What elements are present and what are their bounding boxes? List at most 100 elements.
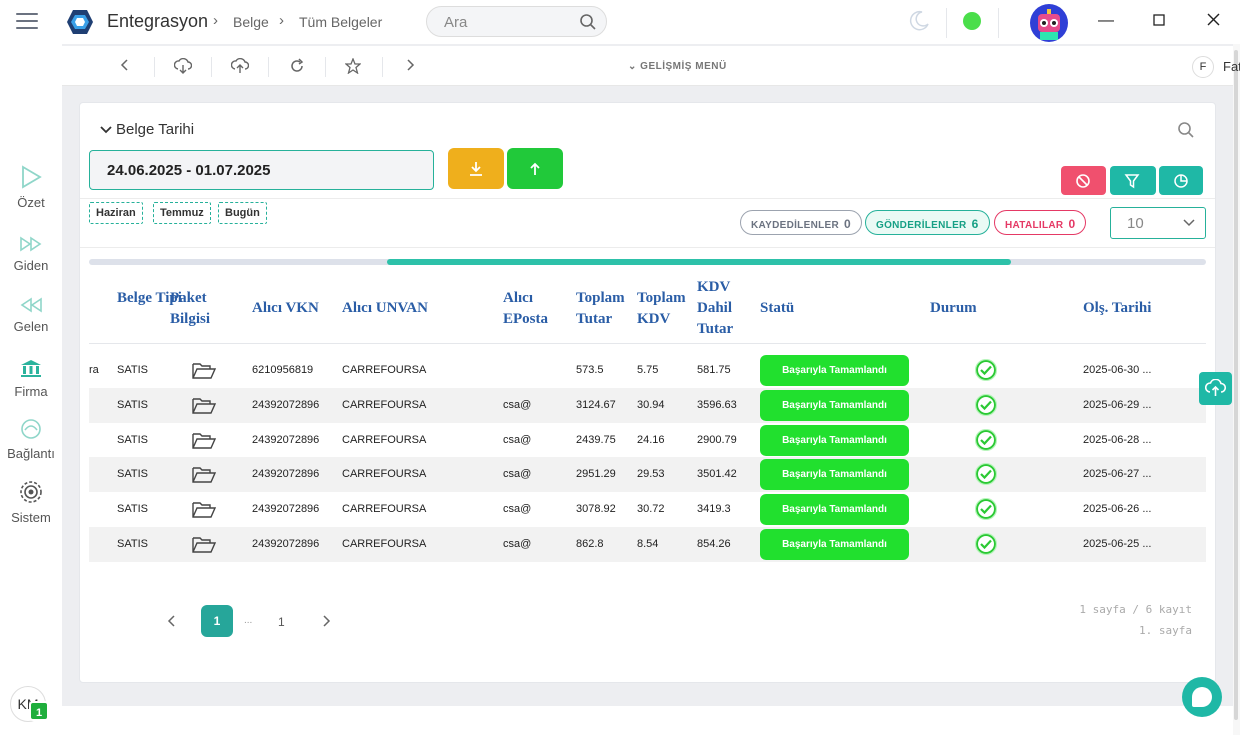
divider	[80, 247, 1215, 248]
upload-button[interactable]	[507, 148, 563, 189]
sidebar-item-baglanti[interactable]: Bağlantı	[0, 418, 62, 461]
error-counter[interactable]: HATALILAR 0	[994, 210, 1087, 235]
sidebar-item-giden[interactable]: Giden	[0, 236, 62, 273]
header-statu[interactable]: Statü	[760, 300, 795, 316]
date-filter-toggle[interactable]: Belge Tarihi	[100, 121, 194, 138]
status-badge[interactable]: Başarıyla Tamamlandı	[760, 494, 909, 526]
document-type-badge: F	[1192, 56, 1214, 78]
search-icon[interactable]	[579, 13, 597, 31]
header-toplam-tutar[interactable]: Toplam Tutar	[576, 290, 625, 327]
clear-filter-button[interactable]	[1061, 166, 1106, 195]
advanced-menu-toggle[interactable]: ⌄ GELİŞMİŞ MENÜ	[628, 61, 727, 72]
divider	[325, 57, 326, 77]
minimize-button[interactable]: —	[1098, 12, 1114, 29]
hamburger-menu-icon[interactable]	[16, 13, 38, 29]
divider	[998, 8, 999, 38]
header-paket-bilgisi[interactable]: Paket Bilgisi	[170, 290, 211, 327]
download-button[interactable]	[448, 148, 504, 189]
sidebar-item-sistem[interactable]: Sistem	[0, 480, 62, 525]
quick-filter-temmuz[interactable]: Temmuz	[153, 202, 211, 224]
pagination-info-records: 1 sayfa / 6 kayıt	[1079, 603, 1192, 616]
cell-toplam-tutar: 2439.75	[576, 433, 616, 446]
rewind-icon	[20, 297, 42, 313]
folder-open-icon[interactable]	[192, 501, 216, 519]
status-badge[interactable]: Başarıyla Tamamlandı	[760, 424, 909, 456]
cell-alici-eposta: csa@	[503, 468, 532, 481]
sidebar-item-ozet[interactable]: Özet	[0, 165, 62, 210]
date-range-input[interactable]: 24.06.2025 - 01.07.2025	[89, 150, 434, 190]
breadcrumb-tum-belgeler[interactable]: Tüm Belgeler	[299, 14, 383, 30]
breadcrumb-belge[interactable]: Belge	[233, 14, 269, 30]
cell-ols-tarihi: 2025-06-30 ...	[1083, 364, 1152, 376]
cloud-download-icon[interactable]	[174, 58, 192, 74]
header-alici-eposta[interactable]: Alıcı EPosta	[503, 290, 548, 327]
header-durum[interactable]: Durum	[930, 300, 977, 316]
app-logo-icon	[67, 10, 93, 34]
status-badge[interactable]: Başarıyla Tamamlandı	[760, 389, 909, 421]
next-page-icon[interactable]	[321, 615, 331, 627]
chat-button[interactable]	[1182, 677, 1222, 717]
cell-alici-eposta: csa@	[503, 398, 532, 411]
saved-counter-label: KAYDEDİLENLER	[751, 220, 839, 231]
page-button-last[interactable]: 1	[278, 615, 285, 629]
sidebar-item-gelen[interactable]: Gelen	[0, 297, 62, 334]
folder-open-icon[interactable]	[192, 536, 216, 554]
folder-open-icon[interactable]	[192, 397, 216, 415]
dark-mode-moon-icon[interactable]	[908, 10, 930, 32]
header-ols-tarihi[interactable]: Olş. Tarihi	[1083, 300, 1152, 316]
cloud-upload-icon[interactable]	[231, 58, 249, 74]
header-kdv-dahil-tutar[interactable]: KDV Dahil Tutar	[697, 279, 734, 337]
check-circle-icon	[975, 498, 997, 521]
header-belge-tipi[interactable]: Belge Tipi	[117, 290, 182, 306]
vertical-scrollbar-thumb[interactable]	[1234, 50, 1238, 720]
chevron-left-icon[interactable]	[120, 58, 130, 72]
search-icon[interactable]	[1177, 121, 1195, 139]
table-row[interactable]: SATIS 24392072896 CARREFOURSA csa@ 3078.92 30…	[89, 492, 1206, 527]
sidebar-item-label: Bağlantı	[7, 446, 55, 461]
cell-toplam-tutar: 3124.67	[576, 398, 616, 411]
status-badge[interactable]: Başarıyla Tamamlandı	[760, 459, 909, 491]
cell-belge-tipi: SATIS	[117, 398, 148, 411]
quick-filter-bugun[interactable]: Bugün	[218, 202, 267, 224]
cell-kdv-dahil-tutar: 3419.3	[697, 503, 731, 516]
folder-open-icon[interactable]	[192, 362, 216, 380]
robot-avatar[interactable]	[1030, 4, 1068, 42]
page-size-select[interactable]: 10	[1110, 207, 1206, 239]
page-button-current[interactable]: 1	[201, 605, 233, 637]
folder-open-icon[interactable]	[192, 466, 216, 484]
document-type-label[interactable]: Fatura	[1223, 59, 1240, 74]
star-icon[interactable]	[345, 58, 361, 74]
chevron-right-icon[interactable]	[405, 58, 415, 72]
chevron-down-icon	[100, 126, 112, 134]
close-button[interactable]	[1207, 13, 1220, 31]
status-badge[interactable]: Başarıyla Tamamlandı	[760, 355, 909, 386]
quick-filter-haziran[interactable]: Haziran	[89, 202, 143, 224]
prev-page-icon[interactable]	[167, 615, 177, 627]
refresh-icon[interactable]	[289, 58, 305, 74]
chart-button[interactable]	[1159, 166, 1203, 195]
header-alici-vkn[interactable]: Alıcı VKN	[252, 300, 319, 316]
cell-belge-tipi: SATIS	[117, 364, 148, 376]
advanced-menu-label: GELİŞMİŞ MENÜ	[640, 61, 727, 72]
folder-open-icon[interactable]	[192, 432, 216, 450]
status-badge[interactable]: Başarıyla Tamamlandı	[760, 529, 909, 560]
floating-upload-button[interactable]	[1199, 372, 1232, 405]
table-row[interactable]: SATIS 24392072896 CARREFOURSA csa@ 3124.67 30…	[89, 387, 1206, 423]
header-toplam-kdv[interactable]: Toplam KDV	[637, 290, 686, 327]
cell-toplam-tutar: 2951.29	[576, 468, 616, 481]
table-row[interactable]: ra SATIS 6210956819 CARREFOURSA 573.5 5.75 581…	[89, 353, 1206, 388]
saved-counter[interactable]: KAYDEDİLENLER 0	[740, 210, 862, 235]
check-circle-icon	[975, 533, 997, 555]
maximize-button[interactable]	[1153, 13, 1165, 31]
cell-alici-unvan: CARREFOURSA	[342, 433, 427, 446]
horizontal-scrollbar-thumb[interactable]	[387, 259, 1011, 265]
filter-button[interactable]	[1110, 166, 1156, 195]
sent-counter[interactable]: GÖNDERİLENLER 6	[865, 210, 990, 235]
header-alici-unvan[interactable]: Alıcı UNVAN	[342, 300, 428, 316]
table-row[interactable]: SATIS 24392072896 CARREFOURSA csa@ 2439.75 24…	[89, 423, 1206, 458]
sidebar-item-firma[interactable]: Firma	[0, 358, 62, 399]
global-search-input[interactable]: Ara	[426, 6, 607, 37]
table-row[interactable]: SATIS 24392072896 CARREFOURSA csa@ 2951.29 29…	[89, 457, 1206, 493]
pagination-info-page: 1. sayfa	[1139, 624, 1192, 637]
table-row[interactable]: SATIS 24392072896 CARREFOURSA csa@ 862.8 8.54…	[89, 527, 1206, 562]
